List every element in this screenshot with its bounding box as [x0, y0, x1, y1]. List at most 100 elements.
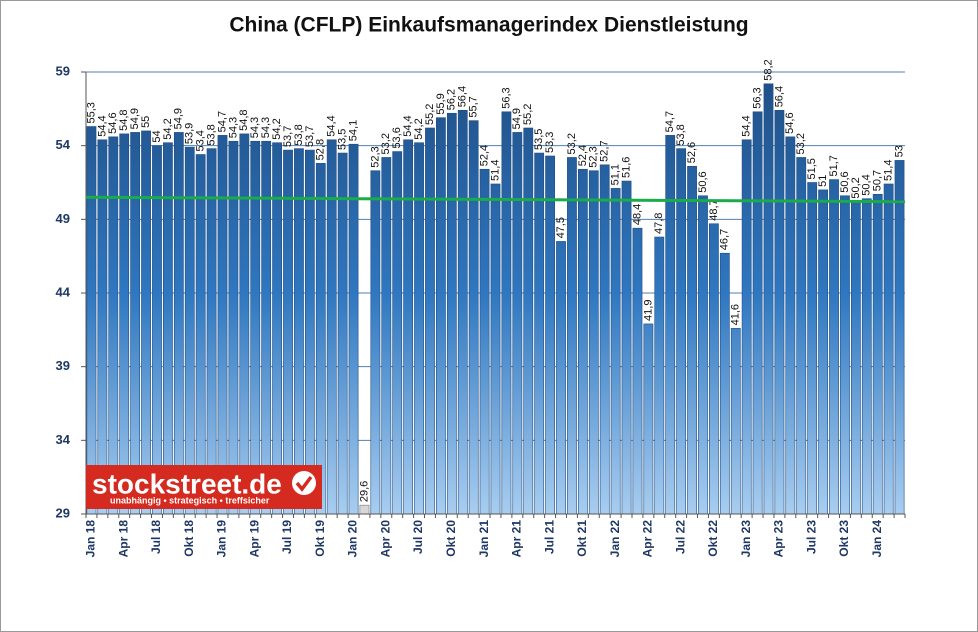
value-label: 54,1 — [347, 120, 359, 141]
y-tick-label: 54 — [56, 137, 71, 152]
bar — [119, 133, 130, 515]
value-label: 41,6 — [730, 304, 742, 325]
x-tick-label: Jul 22 — [673, 520, 687, 554]
value-label: 50,6 — [697, 171, 709, 192]
y-tick-label: 39 — [56, 358, 70, 373]
value-label: 54,8 — [118, 109, 130, 130]
bar — [304, 149, 315, 515]
value-label: 54,2 — [162, 118, 174, 139]
bar — [359, 504, 370, 515]
value-label: 46,7 — [719, 229, 731, 250]
bar — [861, 198, 872, 515]
value-label: 56,4 — [457, 86, 469, 107]
bar — [556, 241, 566, 515]
x-tick-label: Jan 20 — [346, 520, 360, 558]
value-label: 51,1 — [610, 164, 622, 185]
bar — [501, 111, 512, 515]
bar — [141, 130, 151, 515]
value-label: 52,6 — [686, 142, 698, 163]
value-label: 50,2 — [850, 177, 862, 198]
bar — [392, 151, 403, 515]
trend-line — [85, 195, 906, 204]
value-label: 54,4 — [402, 115, 414, 136]
bar — [840, 195, 850, 515]
bar — [337, 152, 348, 515]
value-label: 48,4 — [631, 204, 643, 225]
bar — [610, 188, 621, 515]
y-tick-label: 49 — [56, 211, 70, 226]
value-label: 54,2 — [413, 118, 425, 139]
bar — [709, 223, 719, 515]
value-label: 54,7 — [216, 111, 228, 132]
bar — [829, 179, 839, 515]
value-label: 53,8 — [293, 124, 305, 145]
y-tick-label: 59 — [56, 63, 70, 78]
y-tick-label: 44 — [56, 284, 71, 299]
value-label: 53,5 — [337, 129, 349, 150]
value-label: 53,8 — [205, 124, 217, 145]
value-label: 54,8 — [238, 109, 250, 130]
value-label: 56,3 — [500, 87, 512, 108]
bar — [206, 148, 217, 515]
value-label: 48,7 — [708, 199, 720, 220]
value-label: 54,3 — [249, 117, 261, 138]
bar — [599, 164, 610, 515]
bar — [588, 170, 599, 515]
bar — [883, 183, 894, 515]
bar — [294, 148, 304, 515]
x-tick-label: Apr 18 — [116, 520, 130, 558]
value-label: 53,7 — [304, 126, 316, 147]
value-label: 58,2 — [762, 59, 774, 80]
x-tick-label: Okt 20 — [444, 520, 458, 557]
bar — [534, 152, 545, 515]
bar — [752, 111, 763, 515]
x-tick-label: Jul 18 — [149, 520, 163, 554]
value-label: 55,2 — [522, 104, 534, 125]
value-label: 52,3 — [588, 146, 600, 167]
value-label: 55,7 — [468, 96, 480, 117]
value-label: 54,9 — [173, 108, 185, 129]
bar — [403, 139, 414, 515]
value-label: 53,2 — [380, 133, 392, 154]
value-label: 54,3 — [260, 117, 272, 138]
bar — [370, 170, 381, 515]
x-tick-label: Jul 23 — [804, 520, 818, 554]
bar — [698, 195, 708, 515]
value-label: 53,2 — [566, 133, 578, 154]
bar — [315, 163, 326, 515]
value-label: 55,2 — [424, 104, 436, 125]
value-label: 51 — [817, 175, 829, 187]
value-label: 53,4 — [195, 130, 207, 151]
value-label: 52,8 — [315, 139, 327, 160]
bar — [86, 126, 97, 515]
value-label: 51,5 — [806, 158, 818, 179]
value-label: 52,3 — [369, 146, 381, 167]
x-tick-label: Apr 23 — [772, 520, 786, 558]
bar — [741, 139, 752, 515]
bar — [130, 132, 141, 515]
x-tick-label: Okt 23 — [837, 520, 851, 557]
bar — [785, 136, 796, 515]
logo-slogan: unabhängig • strategisch • treffsicher — [110, 495, 270, 505]
x-tick-label: Jul 19 — [280, 520, 294, 554]
bar — [643, 323, 654, 515]
logo-box — [86, 465, 322, 509]
bar — [730, 328, 741, 515]
x-tick-label: Okt 18 — [182, 520, 196, 557]
bar — [446, 112, 457, 515]
x-tick-label: Jan 18 — [84, 520, 98, 558]
value-label: 53,5 — [533, 129, 545, 150]
value-label: 52,7 — [599, 140, 611, 161]
bar — [326, 139, 337, 515]
x-tick-label: Okt 19 — [313, 520, 327, 557]
value-label: 47,8 — [653, 213, 665, 234]
bar — [567, 157, 577, 515]
value-label: 50,7 — [872, 170, 884, 191]
x-tick-label: Apr 19 — [247, 520, 261, 558]
value-label: 54,6 — [107, 112, 119, 133]
bar — [425, 127, 435, 515]
bar — [512, 132, 523, 515]
value-label: 53,2 — [795, 133, 807, 154]
bar — [217, 135, 228, 515]
